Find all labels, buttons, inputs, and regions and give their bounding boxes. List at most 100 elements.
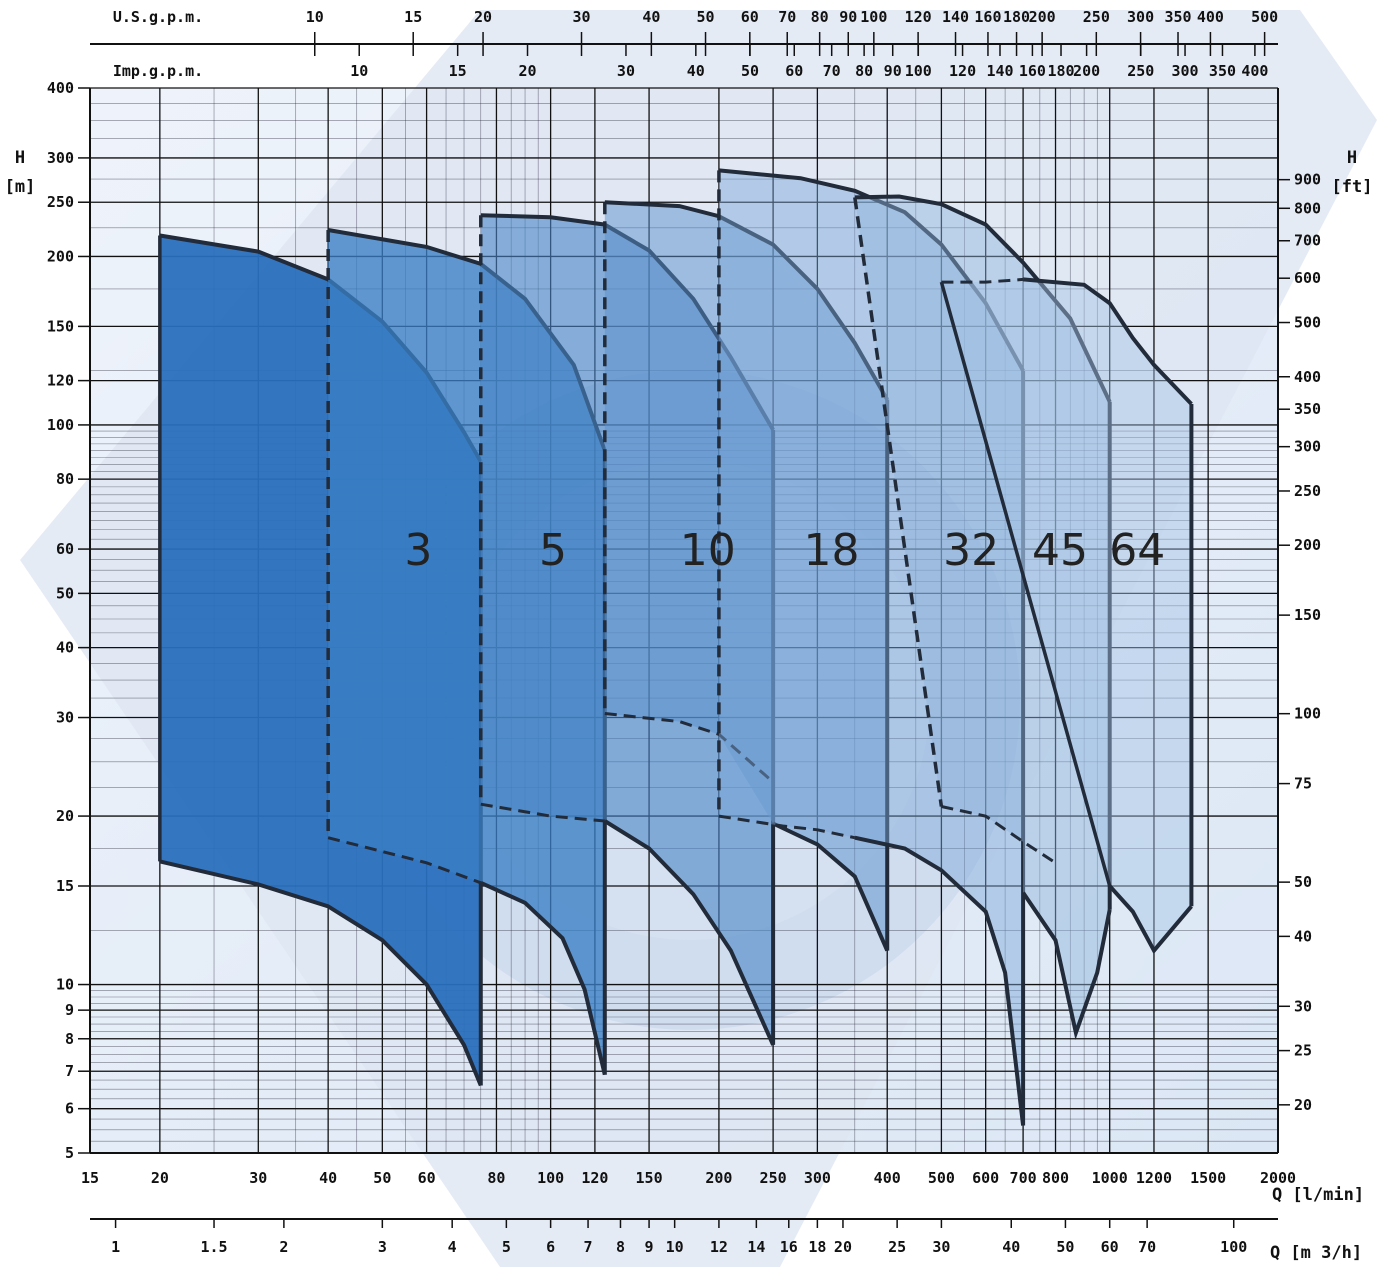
x-tick-label: 250 — [760, 1169, 787, 1187]
model-label-10: 10 — [680, 525, 736, 576]
curve-max-32 — [718, 168, 1025, 372]
y2-axis-label-top: H — [1347, 148, 1357, 168]
top-axis-1-label: U.S.g.p.m. — [113, 8, 203, 26]
x2-tick-label: 60 — [1101, 1238, 1119, 1256]
y-tick-label: 15 — [56, 877, 74, 895]
usgpm-tick-label: 40 — [642, 8, 660, 26]
curve-min-18 — [772, 821, 890, 952]
x-tick-label: 50 — [373, 1169, 391, 1187]
x2-tick-label: 70 — [1138, 1238, 1156, 1256]
y-tick-label: 6 — [65, 1100, 74, 1118]
usgpm-tick-label: 20 — [474, 8, 492, 26]
x2-tick-label: 2 — [279, 1238, 288, 1256]
top-axis-2-label: Imp.g.p.m. — [113, 62, 203, 80]
edge-left-45 — [853, 197, 944, 807]
y-axis-label-top: H — [15, 148, 25, 168]
envelope-32 — [718, 170, 1024, 1126]
impgpm-tick-label: 20 — [518, 62, 536, 80]
impgpm-tick-label: 120 — [949, 62, 976, 80]
x-tick-label: 40 — [319, 1169, 337, 1187]
usgpm-tick-label: 10 — [306, 8, 324, 26]
x2-tick-label: 10 — [666, 1238, 684, 1256]
curve-min-32 — [854, 835, 1026, 1126]
usgpm-tick-label: 400 — [1197, 8, 1224, 26]
y2-tick-label: 500 — [1294, 314, 1321, 332]
y-tick-label: 400 — [47, 79, 74, 97]
x2-tick-label: 100 — [1220, 1238, 1247, 1256]
impgpm-tick-label: 300 — [1171, 62, 1198, 80]
usgpm-tick-label: 350 — [1164, 8, 1191, 26]
usgpm-tick-label: 80 — [811, 8, 829, 26]
y2-tick-label: 200 — [1294, 536, 1321, 554]
y-tick-label: 80 — [56, 470, 74, 488]
curve-min-10 — [603, 819, 775, 1046]
usgpm-tick-label: 180 — [1003, 8, 1030, 26]
x-tick-label: 1200 — [1136, 1169, 1172, 1187]
x2-tick-label: 3 — [378, 1238, 387, 1256]
x2-tick-label: 30 — [932, 1238, 950, 1256]
y-tick-label: 40 — [56, 639, 74, 657]
x-tick-label: 60 — [418, 1169, 436, 1187]
x2-tick-label: 5 — [502, 1238, 511, 1256]
y2-tick-label: 700 — [1294, 232, 1321, 250]
edge-left-64 — [939, 281, 1112, 887]
x2-tick-label: 16 — [780, 1238, 798, 1256]
curve-min-dashed-32 — [718, 814, 856, 840]
y2-tick-label: 50 — [1294, 873, 1312, 891]
x-tick-label: 1000 — [1092, 1169, 1128, 1187]
x-tick-label: 150 — [636, 1169, 663, 1187]
x2-tick-label: 7 — [584, 1238, 593, 1256]
impgpm-tick-label: 180 — [1047, 62, 1074, 80]
y-tick-label: 50 — [56, 584, 74, 602]
impgpm-tick-label: 15 — [449, 62, 467, 80]
curve-max-18 — [604, 200, 889, 401]
y2-tick-label: 350 — [1294, 400, 1321, 418]
model-label-32: 32 — [943, 525, 999, 576]
impgpm-tick-label: 250 — [1127, 62, 1154, 80]
pump-envelopes — [158, 168, 1194, 1126]
y2-tick-label: 600 — [1294, 269, 1321, 287]
model-label-3: 3 — [404, 525, 432, 576]
curve-max-dashed-64 — [941, 277, 1024, 284]
axes: 15 20 30 40 50 60 80 100 120 150 200 250 300 400 500 60… — [47, 8, 1321, 1256]
curve-min-dashed-45 — [941, 805, 1057, 865]
impgpm-tick-label: 140 — [986, 62, 1013, 80]
x-tick-label: 500 — [928, 1169, 955, 1187]
usgpm-tick-label: 15 — [404, 8, 422, 26]
y-axis-label-unit: [m] — [5, 177, 36, 197]
envelope-64 — [941, 279, 1192, 951]
y2-tick-label: 75 — [1294, 775, 1312, 793]
model-label-18: 18 — [804, 525, 860, 576]
model-label-64: 64 — [1109, 525, 1165, 576]
usgpm-tick-label: 500 — [1251, 8, 1278, 26]
x-tick-label: 100 — [537, 1169, 564, 1187]
x-tick-label: 120 — [581, 1169, 608, 1187]
impgpm-tick-label: 40 — [687, 62, 705, 80]
usgpm-tick-label: 60 — [741, 8, 759, 26]
x2-axis-label: Q [m 3/h] — [1270, 1243, 1362, 1263]
y2-tick-label: 100 — [1294, 705, 1321, 723]
impgpm-tick-label: 100 — [905, 62, 932, 80]
x-tick-label: 15 — [81, 1169, 99, 1187]
impgpm-tick-label: 90 — [884, 62, 902, 80]
x2-tick-label: 8 — [616, 1238, 625, 1256]
y-tick-label: 8 — [65, 1030, 74, 1048]
curve-min-64 — [1108, 884, 1193, 955]
y-tick-label: 150 — [47, 317, 74, 335]
curve-min-dashed-18 — [604, 712, 775, 784]
impgpm-tick-label: 10 — [350, 62, 368, 80]
impgpm-tick-label: 160 — [1019, 62, 1046, 80]
x2-tick-label: 6 — [546, 1238, 555, 1256]
usgpm-tick-label: 50 — [697, 8, 715, 26]
usgpm-tick-label: 160 — [974, 8, 1001, 26]
model-label-45: 45 — [1032, 525, 1088, 576]
x2-tick-label: 1.5 — [200, 1238, 227, 1256]
usgpm-tick-label: 30 — [572, 8, 590, 26]
usgpm-tick-label: 90 — [839, 8, 857, 26]
x2-tick-label: 14 — [747, 1238, 765, 1256]
impgpm-tick-label: 350 — [1209, 62, 1236, 80]
y-tick-label: 60 — [56, 540, 74, 558]
y2-tick-label: 900 — [1294, 171, 1321, 189]
x-tick-label: 2000 — [1260, 1169, 1296, 1187]
y2-tick-label: 20 — [1294, 1096, 1312, 1114]
